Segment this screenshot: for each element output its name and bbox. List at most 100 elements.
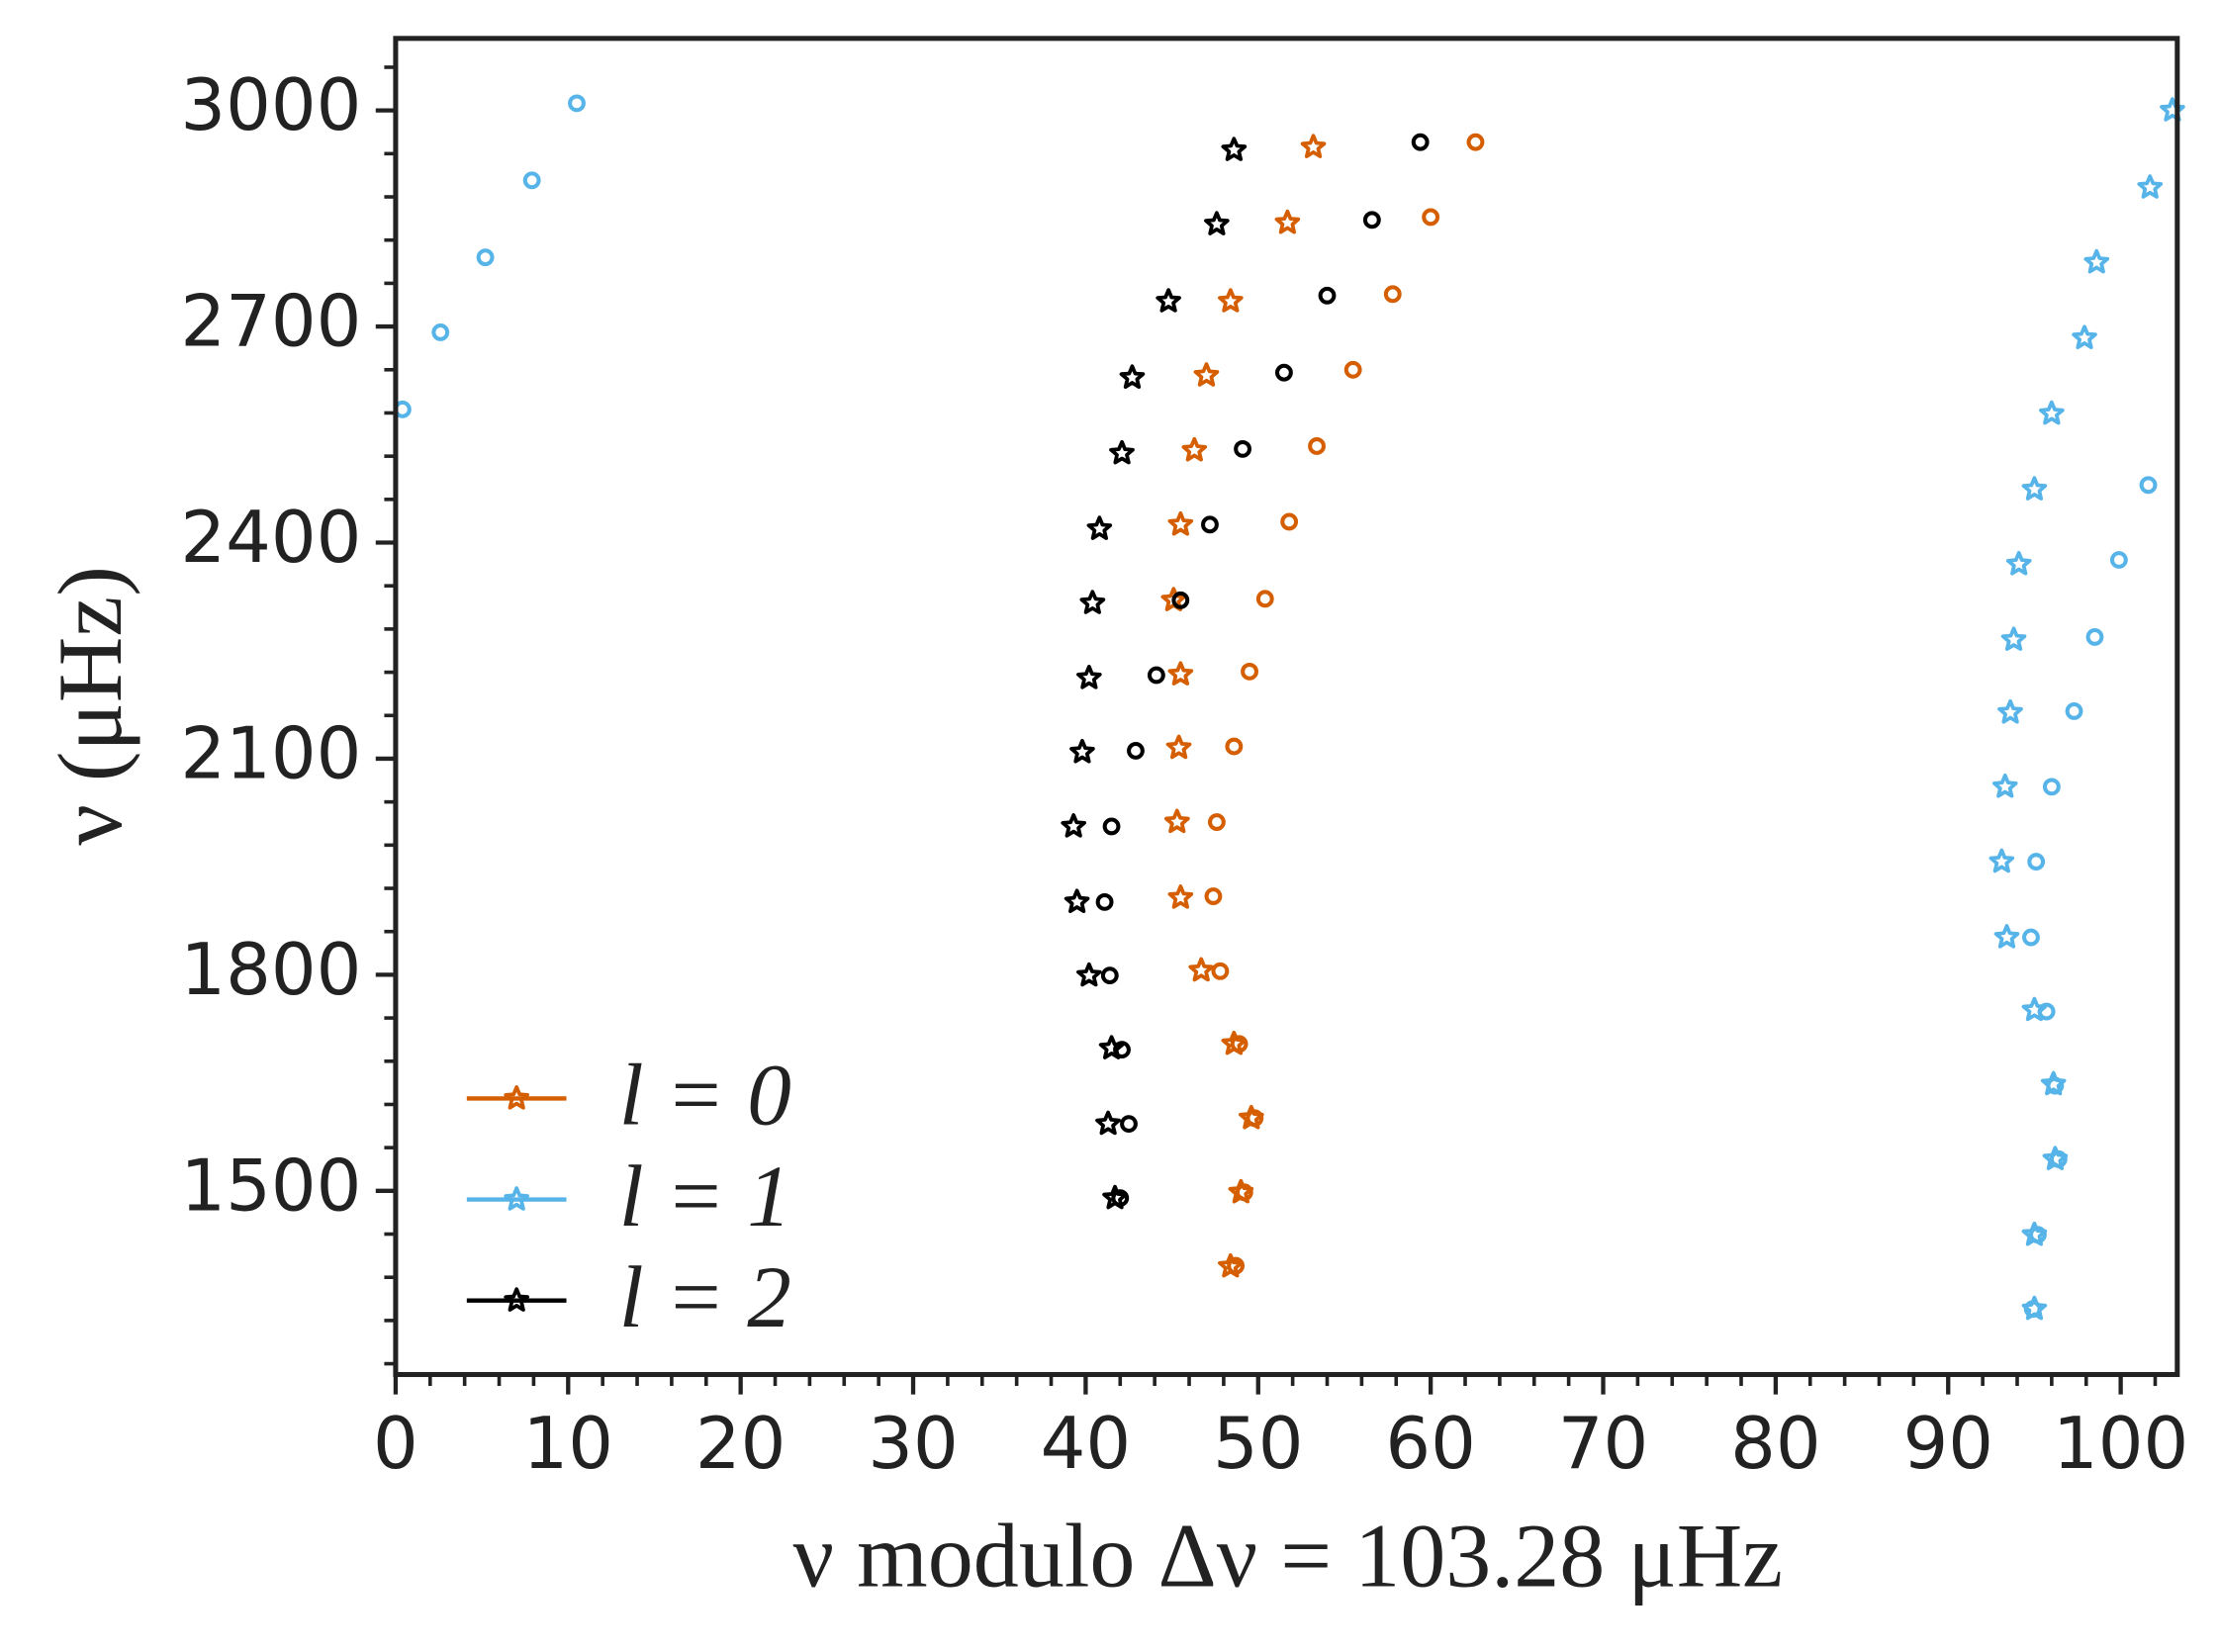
point <box>1171 591 1190 609</box>
point <box>1069 738 1095 764</box>
legend-marker <box>504 1085 529 1110</box>
point <box>476 248 495 267</box>
point <box>2000 626 2027 651</box>
point <box>1207 813 1226 831</box>
point <box>2038 400 2065 425</box>
point <box>1119 364 1146 389</box>
point <box>1095 1110 1121 1136</box>
point <box>1466 133 1485 151</box>
point <box>1163 808 1190 834</box>
y-axis-label: ν (μHz) <box>40 566 140 846</box>
point <box>1234 439 1251 458</box>
point <box>2046 1076 2065 1095</box>
point <box>1102 817 1121 836</box>
x-tick-label: 70 <box>1558 1402 1649 1485</box>
point <box>1411 133 1430 151</box>
point <box>1120 1115 1138 1134</box>
point <box>2083 248 2110 274</box>
x-tick-label: 90 <box>1902 1402 1993 1485</box>
point <box>1211 962 1230 980</box>
point <box>1188 957 1215 982</box>
y-tick-label: 3000 <box>180 63 361 146</box>
point <box>1241 662 1258 681</box>
point <box>1064 888 1090 914</box>
point <box>1201 515 1219 534</box>
point <box>1218 288 1244 313</box>
point <box>1109 439 1135 465</box>
point <box>1156 288 1181 313</box>
point <box>2021 476 2048 501</box>
x-tick-label: 10 <box>523 1402 614 1485</box>
point <box>1997 698 2023 724</box>
y-tick-label: 1500 <box>180 1144 361 1227</box>
point <box>1235 1183 1253 1202</box>
x-axis-label: ν modulo Δν = 103.28 μHz <box>793 1505 1783 1606</box>
point <box>1255 590 1274 608</box>
point <box>2042 778 2061 796</box>
point <box>1193 362 1220 387</box>
point <box>2085 627 2104 646</box>
point <box>1167 884 1194 909</box>
point <box>2109 551 2128 569</box>
x-tick-label: 100 <box>2053 1402 2188 1485</box>
point <box>1227 1256 1246 1275</box>
point <box>1308 437 1326 455</box>
point <box>568 94 586 113</box>
point <box>1275 363 1293 382</box>
point <box>1318 286 1337 305</box>
point <box>2022 928 2040 947</box>
point <box>1225 737 1244 756</box>
x-tick-label: 80 <box>1730 1402 1821 1485</box>
point <box>1113 1041 1131 1059</box>
x-tick-label: 60 <box>1385 1402 1476 1485</box>
x-tick-label: 40 <box>1041 1402 1132 1485</box>
point <box>2049 1149 2068 1168</box>
x-tick-label: 0 <box>373 1402 418 1485</box>
point <box>1246 1109 1264 1128</box>
point <box>1061 813 1086 838</box>
point <box>2027 853 2046 872</box>
point <box>1100 966 1119 985</box>
point <box>1221 137 1248 161</box>
plot-frame <box>393 36 2180 1378</box>
point <box>2037 1002 2056 1021</box>
point <box>2005 550 2032 576</box>
point <box>1181 436 1208 462</box>
point <box>1989 848 2015 873</box>
point <box>1300 134 1327 158</box>
y-tick-label: 1800 <box>180 928 361 1011</box>
point <box>2139 476 2158 495</box>
legend-marker <box>504 1287 529 1312</box>
point <box>2072 324 2097 349</box>
point <box>431 322 450 341</box>
x-tick-label: 30 <box>868 1402 959 1485</box>
point <box>2029 1226 2047 1244</box>
point <box>2137 174 2164 199</box>
point <box>1111 1189 1130 1208</box>
y-tick-label: 2100 <box>180 711 361 794</box>
point <box>2160 97 2185 122</box>
point <box>1280 512 1299 531</box>
point <box>1076 962 1102 987</box>
point <box>522 171 541 190</box>
point <box>2023 1300 2042 1319</box>
point <box>1204 211 1230 235</box>
point <box>1127 742 1145 760</box>
y-tick-label: 2400 <box>180 496 361 579</box>
x-tick-label: 50 <box>1213 1402 1304 1485</box>
point <box>1076 665 1102 689</box>
point <box>1343 360 1362 379</box>
point <box>1993 924 2020 949</box>
point <box>1167 661 1194 686</box>
point <box>1095 892 1114 911</box>
point <box>1165 734 1192 760</box>
point <box>1086 515 1113 540</box>
point <box>1422 208 1440 227</box>
point <box>1079 590 1106 614</box>
legend-marker <box>504 1186 529 1211</box>
point <box>1991 773 2018 798</box>
point <box>1362 211 1381 229</box>
point <box>1147 666 1165 685</box>
point <box>1383 285 1402 304</box>
